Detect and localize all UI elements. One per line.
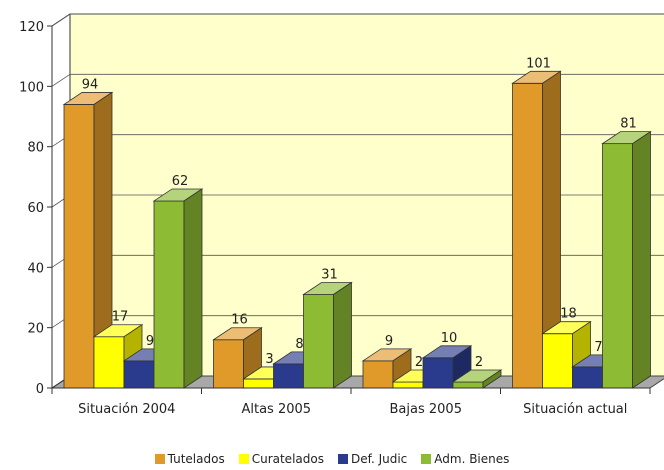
legend-swatch — [238, 454, 249, 464]
legend-label: Def. Judic — [350, 452, 408, 466]
bar-side — [183, 188, 203, 389]
bar-front — [303, 294, 334, 389]
bar-front — [392, 381, 424, 389]
data-label-2-2: 10 — [441, 331, 458, 346]
bar-0-2 — [361, 348, 413, 389]
data-label-1-3: 18 — [560, 307, 577, 322]
bar-chart: 0 20 40 60 80 100 120 94 17 9 62 16 3 8 31 9 2 10 2 101 18 7… — [19, 13, 664, 417]
y-tick-label-0: 0 — [36, 382, 44, 397]
bar-front — [542, 333, 573, 389]
data-label-2-0: 9 — [146, 334, 154, 349]
y-tick-label-40: 40 — [27, 261, 44, 276]
x-tick-label-2: Bajas 2005 — [390, 402, 462, 417]
legend-label: Tutelados — [167, 452, 225, 466]
bar-front — [602, 143, 633, 389]
gridline-depth-120 — [51, 13, 71, 27]
legend-swatch — [337, 454, 348, 464]
bar-front — [512, 82, 543, 389]
y-tick-label-80: 80 — [27, 141, 44, 156]
data-label-1-2: 2 — [415, 355, 423, 370]
bar-0-3 — [511, 70, 562, 389]
data-label-2-1: 8 — [295, 337, 303, 352]
x-tick-label-3: Situación actual — [523, 402, 627, 417]
bar-front — [273, 363, 304, 389]
legend-swatch — [421, 454, 432, 464]
bar-front — [362, 360, 394, 389]
legend-swatch — [154, 454, 165, 464]
data-label-3-1: 31 — [321, 267, 338, 282]
bar-3-0 — [152, 188, 204, 389]
data-label-1-0: 17 — [112, 310, 129, 325]
bar-front — [452, 381, 484, 389]
data-label-2-3: 7 — [594, 340, 602, 355]
y-tick-label-120: 120 — [19, 20, 44, 35]
legend-label: Curatelados — [251, 452, 324, 466]
legend-item-1: Curatelados — [238, 452, 324, 466]
gridline-depth-100 — [51, 74, 71, 87]
bar-front — [63, 104, 95, 389]
bar-front — [153, 200, 185, 389]
data-label-1-1: 3 — [265, 352, 273, 367]
x-tick-label-1: Altas 2005 — [241, 402, 311, 417]
bar-front — [213, 339, 244, 389]
x-tick-label-0: Situación 2004 — [78, 402, 175, 417]
bars: 94 17 9 62 16 3 8 31 9 2 10 2 101 18 7 81 — [62, 56, 652, 389]
bar-0-0 — [62, 91, 114, 389]
bar-front — [572, 366, 603, 389]
bar-side — [632, 130, 651, 389]
bar-side — [333, 281, 352, 389]
bar-front — [123, 360, 155, 389]
data-label-3-0: 62 — [172, 174, 189, 189]
y-axis: 0 20 40 60 80 100 120 — [19, 20, 53, 397]
legend-item-0: Tutelados — [154, 452, 225, 466]
data-label-0-3: 101 — [526, 56, 551, 71]
legend: Tutelados Curatelados Def. Judic Adm. Biene… — [0, 452, 664, 466]
bar-3-3 — [601, 130, 652, 389]
legend-item-2: Def. Judic — [337, 452, 408, 466]
bar-front — [243, 378, 274, 389]
bar-front — [93, 336, 125, 389]
bar-front — [422, 357, 454, 389]
data-label-0-0: 94 — [82, 77, 99, 92]
data-label-3-3: 81 — [620, 117, 637, 132]
y-tick-label-100: 100 — [19, 80, 44, 95]
bar-side — [482, 369, 502, 389]
data-label-0-2: 9 — [385, 334, 393, 349]
y-tick-label-20: 20 — [27, 322, 44, 337]
bar-0-1 — [212, 326, 263, 389]
x-axis: Situación 2004 Altas 2005 Bajas 2005 Situac… — [51, 387, 651, 417]
legend-label: Adm. Bienes — [434, 452, 510, 466]
data-label-3-2: 2 — [475, 355, 483, 370]
y-tick-label-60: 60 — [27, 201, 44, 216]
bar-3-1 — [302, 281, 353, 389]
legend-item-3: Adm. Bienes — [421, 452, 509, 466]
data-label-0-1: 16 — [231, 313, 248, 328]
